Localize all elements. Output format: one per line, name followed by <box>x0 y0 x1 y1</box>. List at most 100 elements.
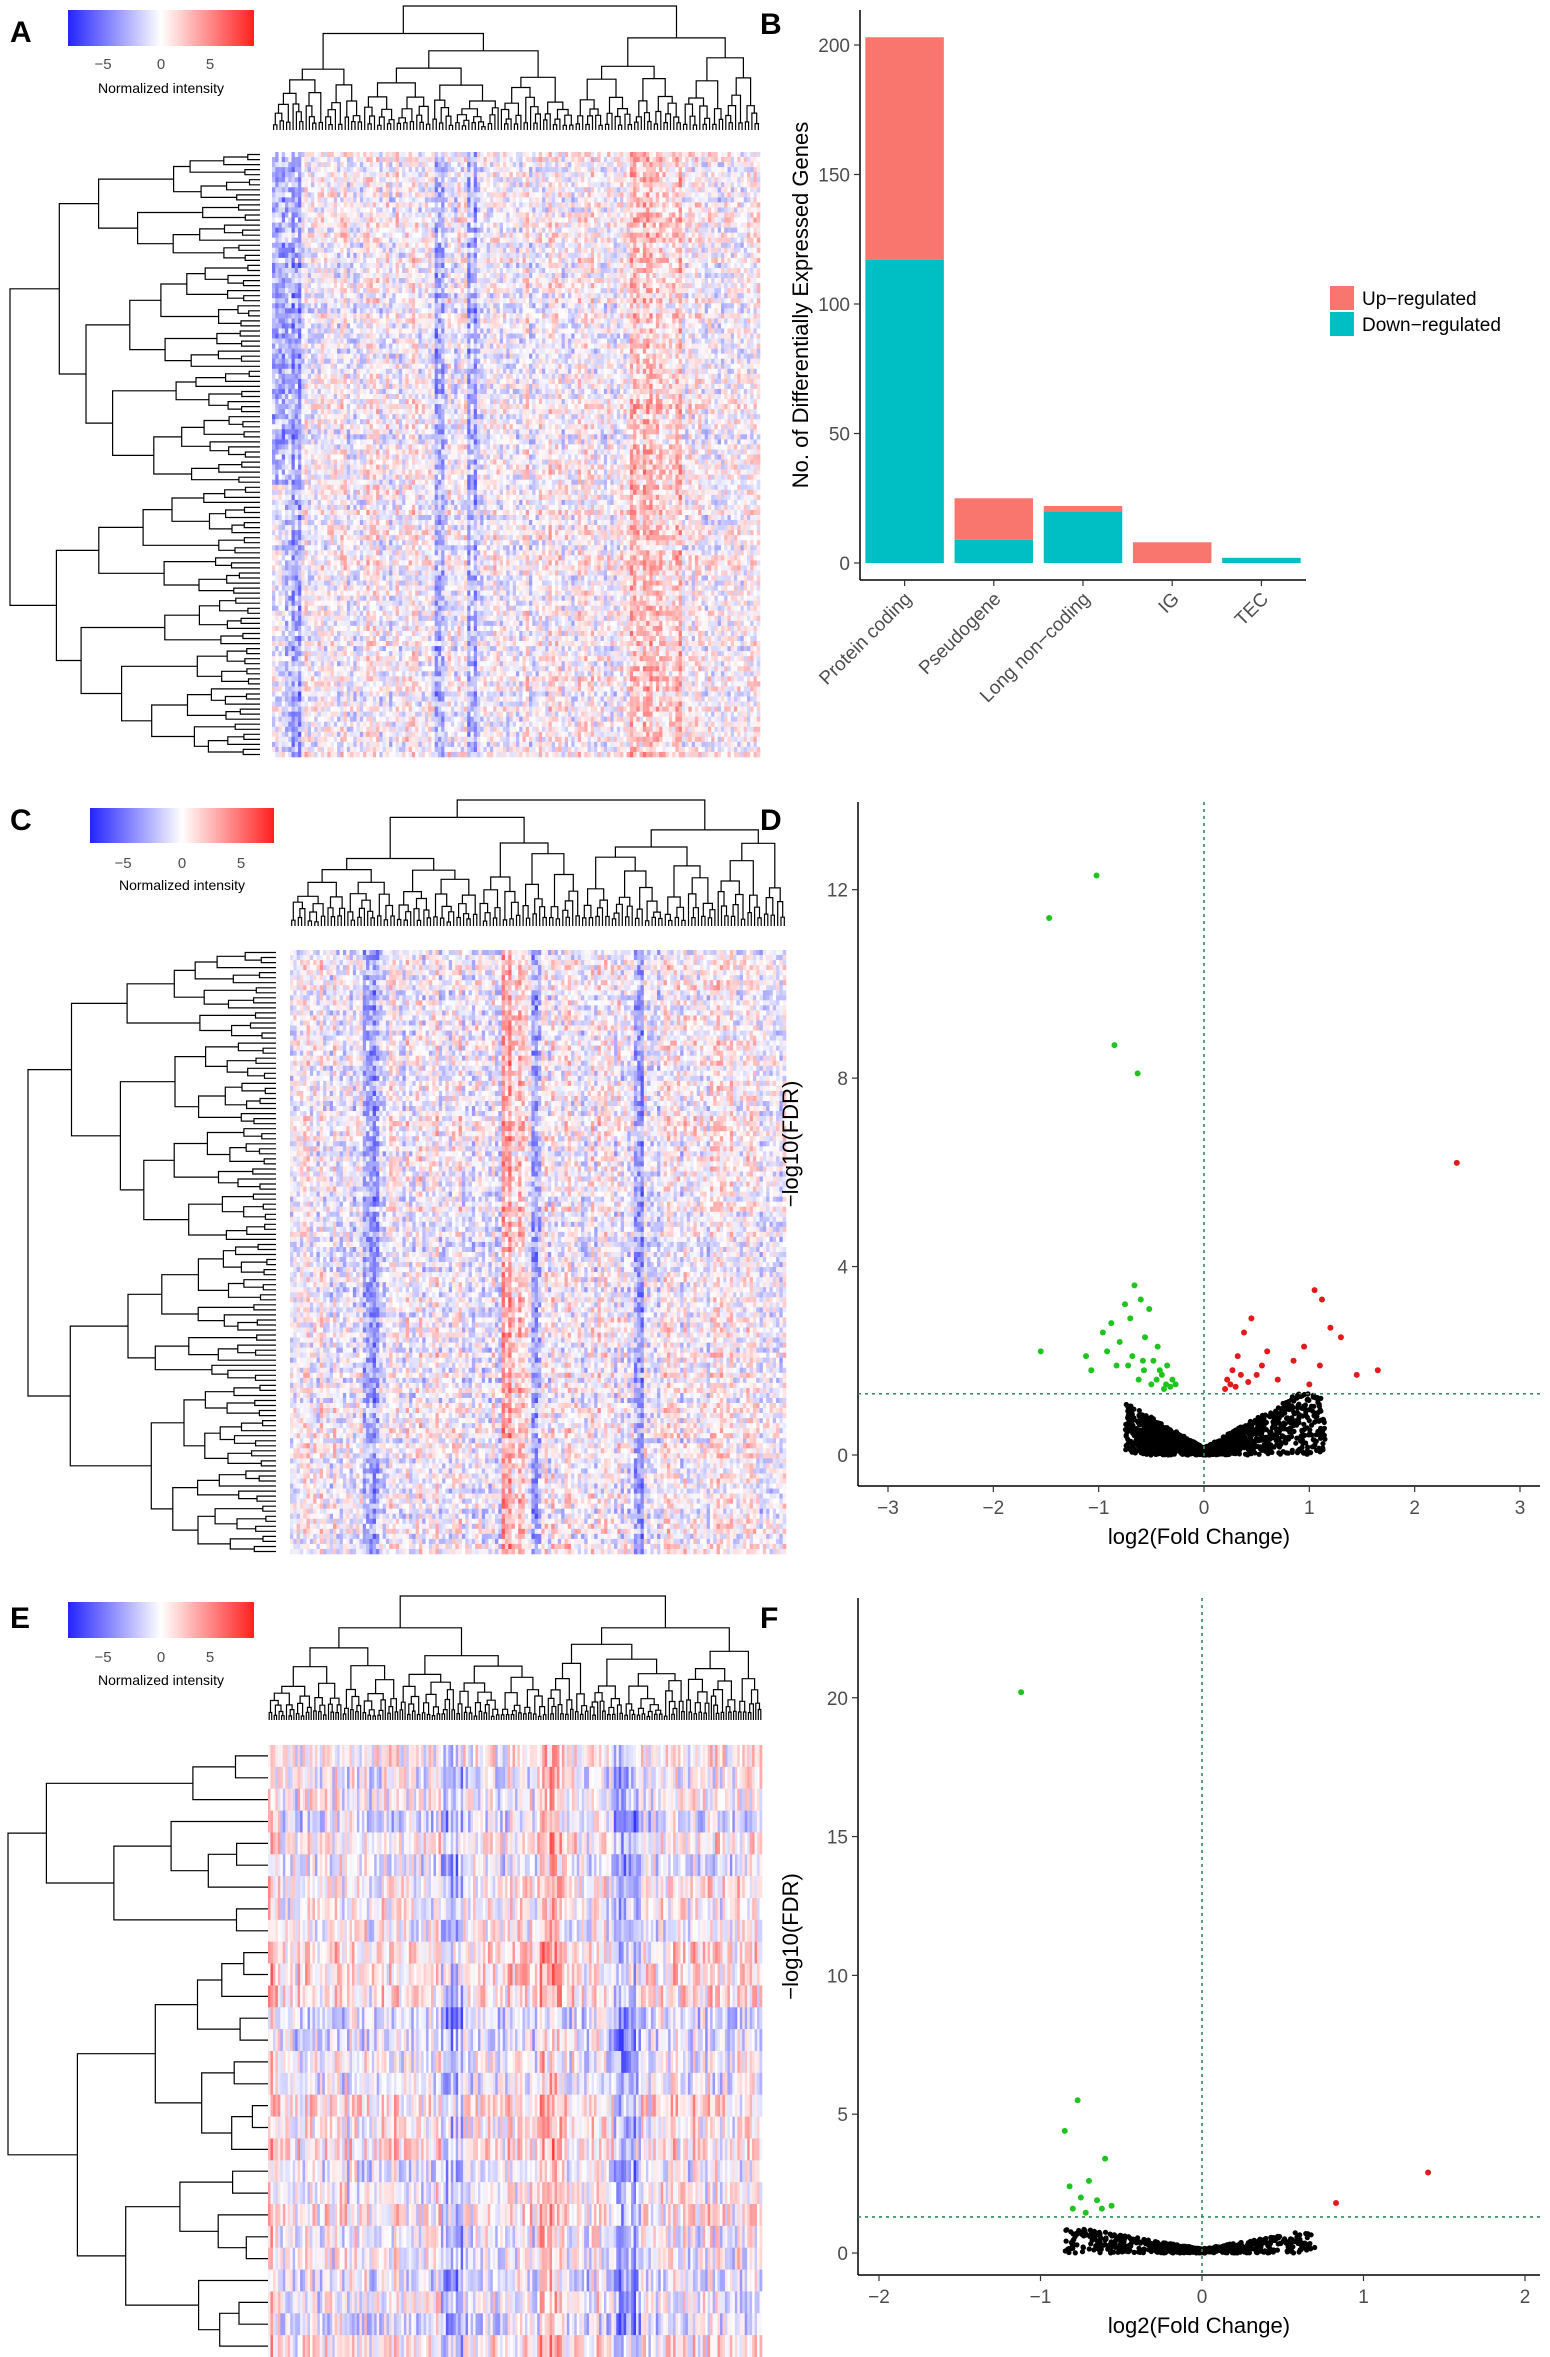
dendrogram-branch <box>655 110 662 130</box>
heatmap-cell <box>288 308 292 314</box>
heatmap-cell <box>320 182 325 188</box>
heatmap-cell <box>454 257 458 264</box>
heatmap-cell <box>281 278 286 284</box>
heatmap-cell <box>558 217 562 223</box>
heatmap-cell <box>428 232 432 239</box>
heatmap-cell <box>398 167 403 173</box>
heatmap-cell <box>636 212 640 218</box>
heatmap-cell <box>272 182 276 188</box>
heatmap-cell <box>317 212 322 218</box>
heatmap-cell <box>561 162 566 168</box>
heatmap-cell <box>740 283 745 289</box>
heatmap-cell <box>571 222 575 228</box>
heatmap-cell <box>685 293 689 299</box>
heatmap-cell <box>538 197 543 203</box>
heatmap-cell <box>431 157 435 163</box>
heatmap-cell <box>470 192 474 198</box>
heatmap-cell <box>486 202 491 208</box>
heatmap-cell <box>532 187 536 193</box>
dendrogram-branch <box>225 509 260 519</box>
heatmap-cell <box>496 187 501 193</box>
dendrogram-branch <box>617 108 628 117</box>
heatmap-cell <box>463 182 468 188</box>
heatmap-cell <box>545 298 549 304</box>
heatmap-cell <box>659 232 663 239</box>
heatmap-cell <box>281 157 286 163</box>
heatmap-cell <box>483 172 488 178</box>
heatmap-cell <box>454 217 458 223</box>
heatmap-cell <box>629 232 634 239</box>
heatmap-cell <box>548 257 553 264</box>
heatmap-cell <box>376 217 380 223</box>
heatmap-cell <box>343 298 348 304</box>
heatmap-cell <box>337 237 341 244</box>
heatmap-cell <box>555 288 559 294</box>
heatmap-cell <box>720 247 725 254</box>
heatmap-cell <box>428 283 432 289</box>
heatmap-cell <box>620 217 624 223</box>
heatmap-cell <box>467 257 471 264</box>
heatmap-cell <box>441 212 445 218</box>
heatmap-cell <box>737 177 741 183</box>
heatmap-cell <box>584 202 588 208</box>
heatmap-cell <box>294 303 299 309</box>
heatmap-cell <box>629 172 634 178</box>
heatmap-cell <box>291 252 296 259</box>
heatmap-cell <box>649 162 653 168</box>
heatmap-cell <box>607 298 611 304</box>
heatmap-cell <box>626 177 631 183</box>
heatmap-cell <box>411 232 416 239</box>
heatmap-cell <box>502 167 507 173</box>
heatmap-cell <box>454 152 458 158</box>
heatmap-cell <box>408 197 413 203</box>
heatmap-cell <box>356 227 361 233</box>
heatmap-cell <box>509 273 514 279</box>
panel-letter-a: A <box>10 16 32 49</box>
heatmap-cell <box>480 293 484 299</box>
heatmap-cell <box>603 242 608 249</box>
heatmap-cell <box>278 298 283 304</box>
heatmap-cell <box>675 182 679 188</box>
heatmap-cell <box>460 227 465 233</box>
heatmap-cell <box>668 262 673 269</box>
heatmap-cell <box>613 197 618 203</box>
heatmap-cell <box>320 262 325 269</box>
heatmap-cell <box>402 257 406 264</box>
heatmap-cell <box>626 232 631 239</box>
heatmap-cell <box>294 252 299 259</box>
heatmap-cell <box>512 212 517 218</box>
heatmap-cell <box>489 257 494 264</box>
heatmap-cell <box>750 293 754 299</box>
heatmap-cell <box>324 212 328 218</box>
heatmap-cell <box>717 192 722 198</box>
heatmap-cell <box>330 152 335 158</box>
heatmap-cell <box>655 257 660 264</box>
heatmap-cell <box>633 293 637 299</box>
heatmap-cell <box>304 267 309 274</box>
heatmap-cell <box>740 157 745 163</box>
heatmap-cell <box>411 298 416 304</box>
heatmap-cell <box>607 242 611 249</box>
heatmap-cell <box>691 187 696 193</box>
heatmap-cell <box>385 192 390 198</box>
heatmap-cell <box>480 217 484 223</box>
heatmap-cell <box>655 212 660 218</box>
heatmap-cell <box>662 162 666 168</box>
heatmap-cell <box>421 298 426 304</box>
heatmap-cell <box>473 303 478 309</box>
heatmap-cell <box>704 283 709 289</box>
heatmap-cell <box>395 172 400 178</box>
heatmap-cell <box>607 217 611 223</box>
heatmap-cell <box>555 182 559 188</box>
heatmap-cell <box>450 252 455 259</box>
heatmap-cell <box>457 257 461 264</box>
heatmap-cell <box>320 293 325 299</box>
heatmap-cell <box>701 212 705 218</box>
heatmap-cell <box>493 197 497 203</box>
heatmap-cell <box>447 242 452 249</box>
heatmap-cell <box>304 167 309 173</box>
heatmap-cell <box>603 262 608 269</box>
heatmap-cell <box>450 232 455 239</box>
heatmap-cell <box>346 247 351 254</box>
heatmap-cell <box>281 167 286 173</box>
